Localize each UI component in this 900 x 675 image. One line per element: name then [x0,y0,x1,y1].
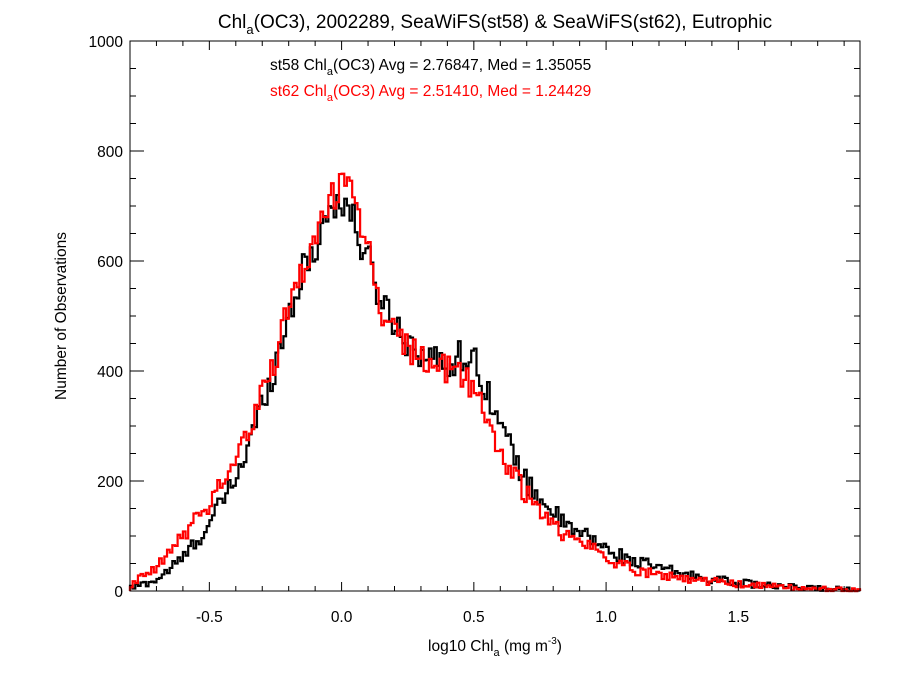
annotation-st62: st62 Chla(OC3) Avg = 2.51410, Med = 1.24… [270,83,591,104]
y-axis-label: Number of Observations [53,232,70,400]
x-tick-label: 0.5 [463,609,485,626]
axis-ticks: -0.5 0.0 0.5 1.0 1.5 0 200 400 600 800 1000 [89,34,860,626]
annotation-st58: st58 Chla(OC3) Avg = 2.76847, Med = 1.35… [270,57,591,78]
annotation-st62-text: st62 Chla(OC3) Avg = 2.51410, Med = 1.24… [270,83,591,104]
y-tick-label: 400 [97,364,123,381]
x-axis-label: log10 Chla (mg m-3) [428,636,562,659]
x-tick-label: 1.0 [595,609,617,626]
x-tick-label: 1.5 [728,609,750,626]
x-tick-label: -0.5 [196,609,223,626]
annotation-st58-text: st58 Chla(OC3) Avg = 2.76847, Med = 1.35… [270,57,591,78]
chart-title: Chla(OC3), 2002289, SeaWiFS(st58) & SeaW… [218,12,772,37]
y-tick-label: 1000 [89,34,124,51]
y-tick-label: 600 [97,254,123,271]
y-tick-label: 0 [114,584,123,601]
x-tick-label: 0.0 [331,609,353,626]
y-tick-label: 800 [97,144,123,161]
y-tick-label: 200 [97,474,123,491]
